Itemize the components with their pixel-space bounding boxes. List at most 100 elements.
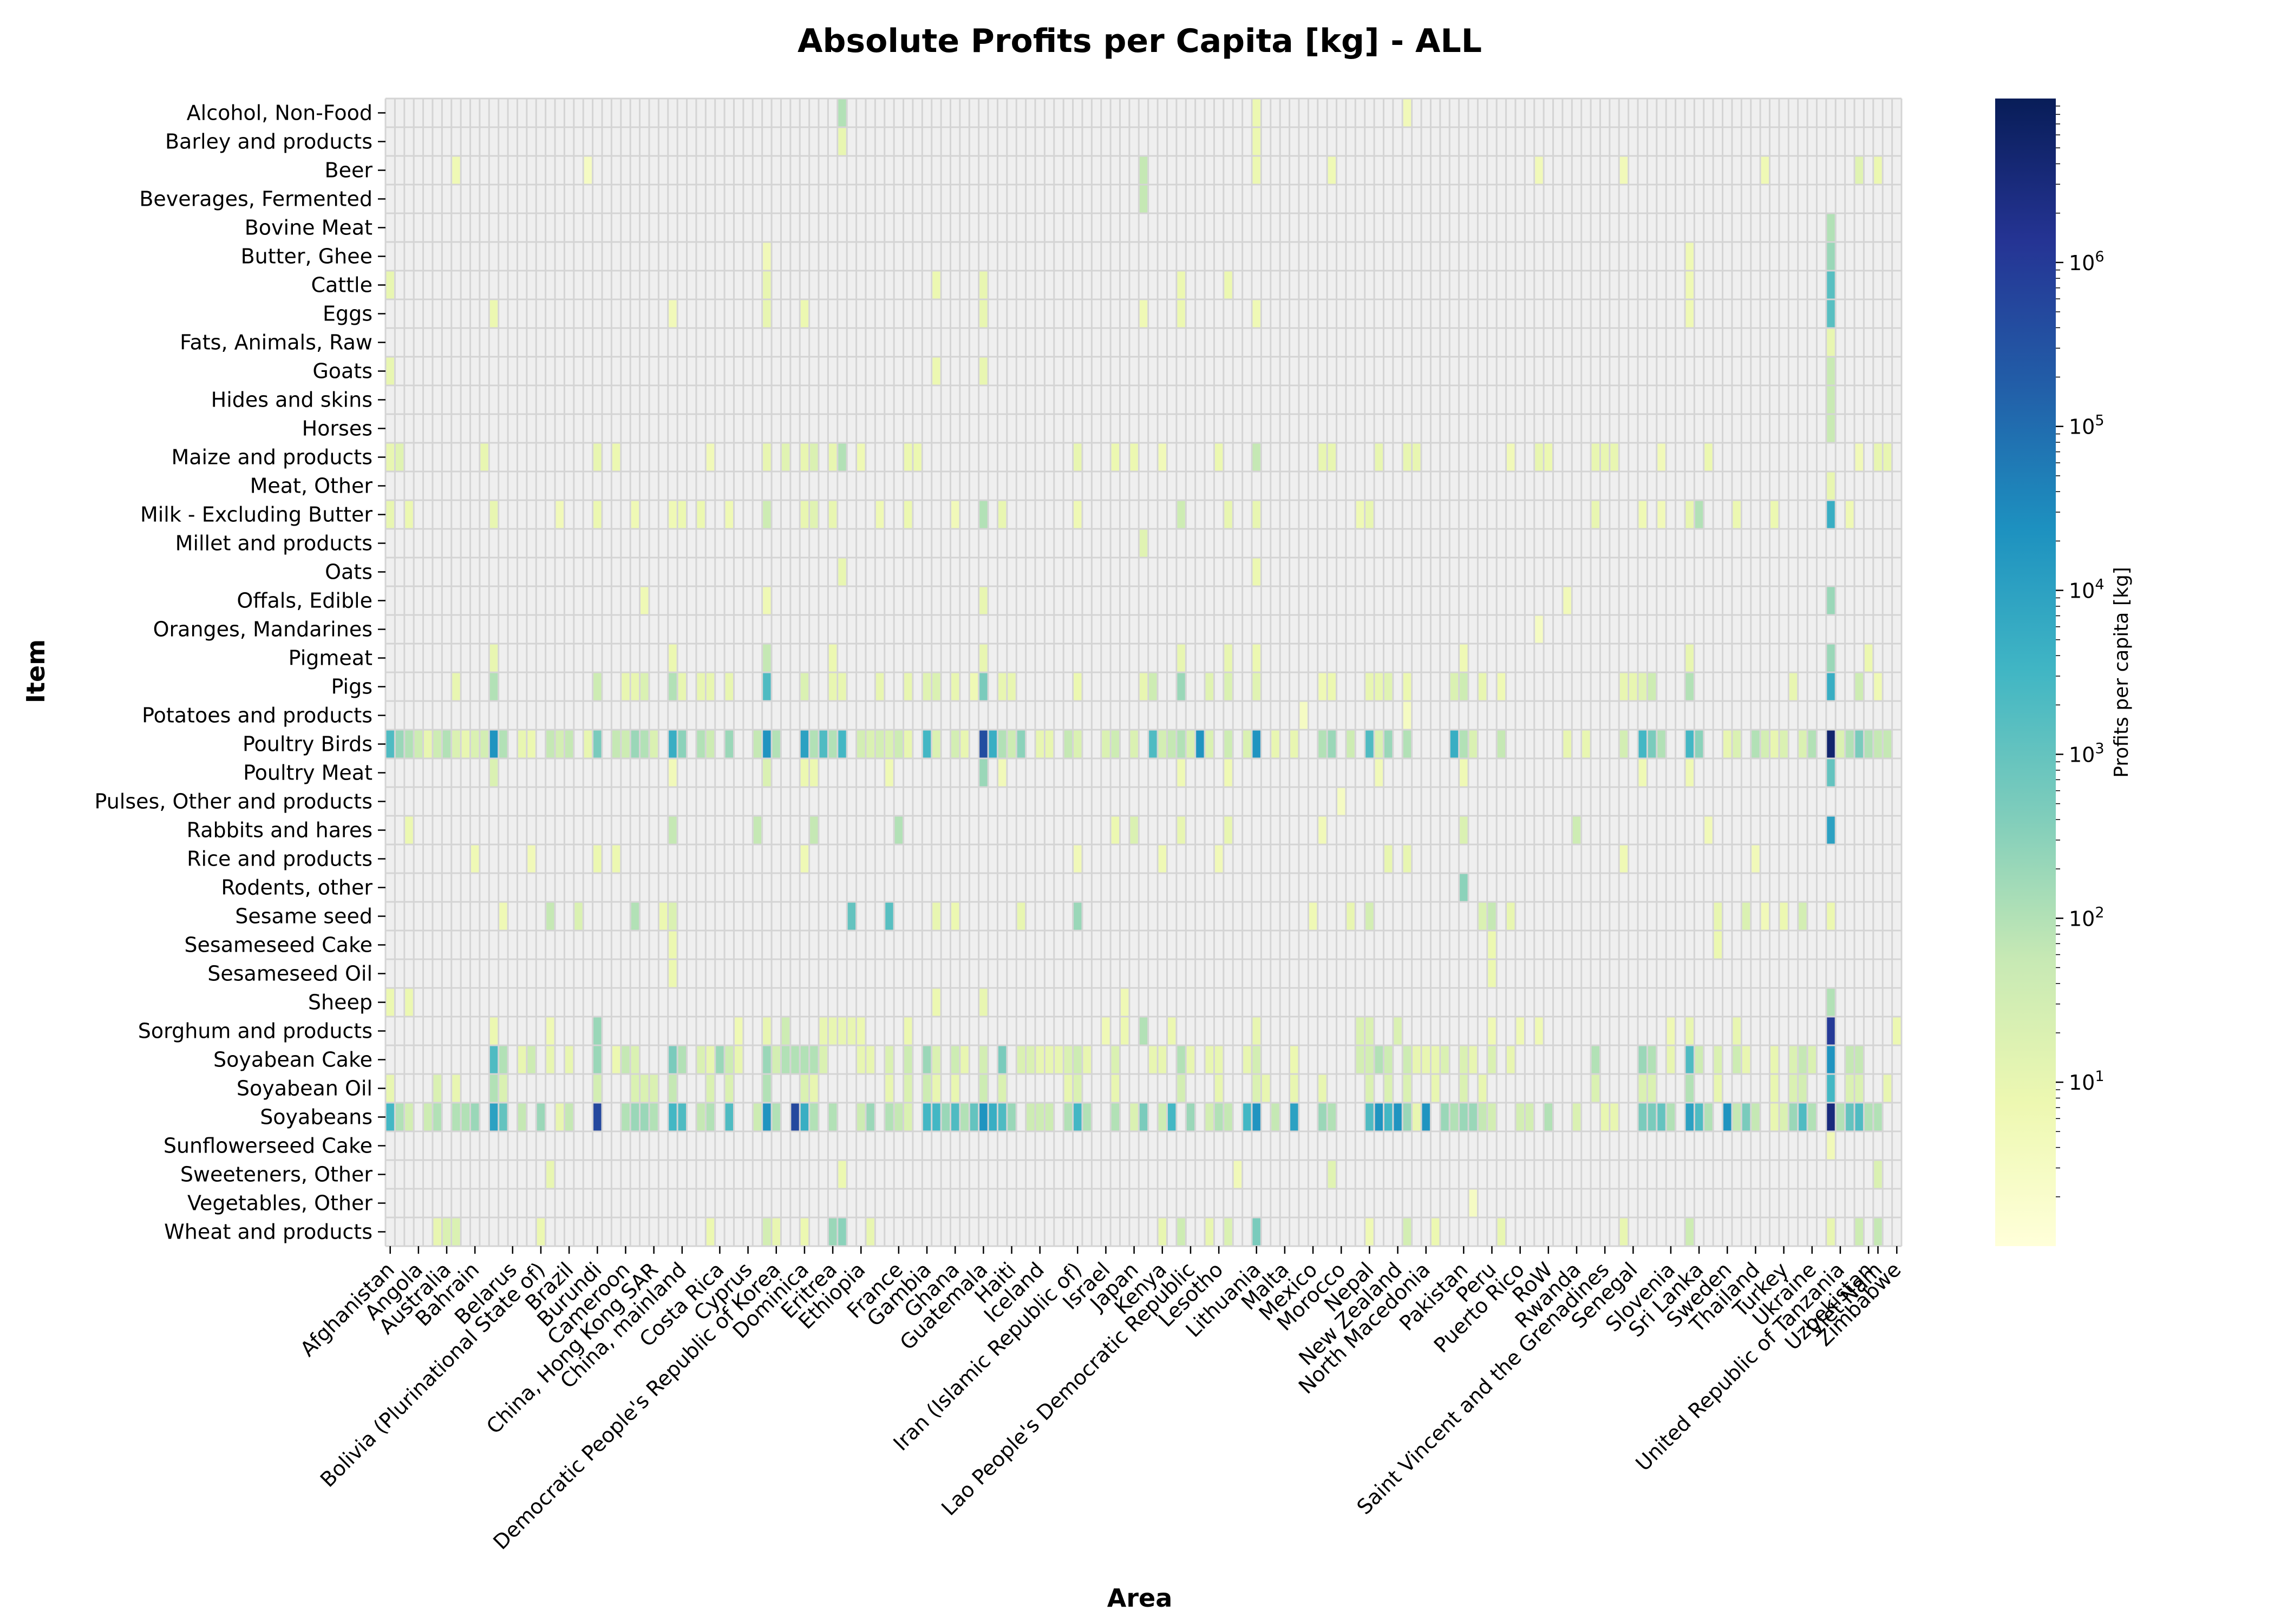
- heatmap-cell: [395, 1103, 404, 1131]
- heatmap-cell: [1318, 1103, 1327, 1131]
- heatmap-cell: [1704, 1103, 1713, 1131]
- heatmap-cell: [631, 501, 639, 528]
- heatmap-cell: [1252, 1075, 1260, 1102]
- heatmap-cell: [838, 730, 846, 758]
- heatmap-cell: [1139, 185, 1148, 213]
- heatmap-cell: [1252, 1017, 1260, 1045]
- heatmap-cell: [866, 1218, 874, 1246]
- heatmap-cell: [1328, 156, 1336, 184]
- heatmap-cell: [1827, 1103, 1835, 1131]
- heatmap-cell: [1761, 156, 1769, 184]
- heatmap-cell: [1177, 730, 1185, 758]
- heatmap-cell: [1808, 1103, 1816, 1131]
- heatmap-cell: [1186, 1103, 1195, 1131]
- heatmap-cell: [725, 1103, 733, 1131]
- heatmap-cell: [1600, 443, 1609, 471]
- heatmap-cell: [1074, 443, 1082, 471]
- heatmap-cell: [499, 1103, 507, 1131]
- heatmap-cell: [1441, 1046, 1449, 1073]
- heatmap-cell: [1365, 902, 1374, 930]
- heatmap-cell: [1799, 730, 1807, 758]
- heatmap-cell: [622, 1103, 630, 1131]
- heatmap-cell: [395, 730, 404, 758]
- heatmap-cell: [1017, 902, 1025, 930]
- item-tick-label: Pigs: [331, 675, 373, 699]
- heatmap-cell: [669, 673, 677, 700]
- heatmap-cell: [1638, 673, 1646, 700]
- heatmap-cell: [1864, 730, 1873, 758]
- heatmap-cell: [1733, 1046, 1741, 1073]
- heatmap-cell: [1525, 1103, 1534, 1131]
- heatmap-cell: [1111, 1103, 1120, 1131]
- heatmap-cell: [386, 443, 394, 471]
- heatmap-cell: [998, 759, 1007, 787]
- item-tick-label: Soyabean Oil: [237, 1077, 373, 1101]
- heatmap-cell: [1045, 730, 1054, 758]
- heatmap-cell: [1252, 156, 1260, 184]
- heatmap-cell: [763, 587, 771, 614]
- heatmap-cell: [1233, 1161, 1242, 1188]
- heatmap-cell: [424, 730, 432, 758]
- heatmap-cell: [1770, 501, 1779, 528]
- heatmap-cell: [1478, 1103, 1487, 1131]
- heatmap-cell: [1855, 1075, 1863, 1102]
- heatmap-cell: [1827, 902, 1835, 930]
- heatmap-cell: [800, 300, 809, 328]
- heatmap-cell: [669, 730, 677, 758]
- heatmap-cell: [885, 730, 893, 758]
- colorbar-tick-label: 101: [2069, 1068, 2105, 1095]
- heatmap-cell: [1074, 1103, 1082, 1131]
- heatmap-cell: [932, 730, 940, 758]
- heatmap-cell: [1874, 1161, 1882, 1188]
- heatmap-cell: [678, 730, 687, 758]
- heatmap-cell: [1017, 730, 1025, 758]
- heatmap-cell: [1384, 1075, 1393, 1102]
- heatmap-cell: [537, 1218, 545, 1246]
- heatmap-cell: [1074, 673, 1082, 700]
- heatmap-cell: [1139, 1017, 1148, 1045]
- heatmap-cell: [1704, 443, 1713, 471]
- heatmap-cell: [489, 759, 498, 787]
- heatmap-cell: [669, 931, 677, 959]
- heatmap-cell: [1827, 472, 1835, 500]
- heatmap-cell: [857, 443, 865, 471]
- heatmap-cell: [970, 673, 978, 700]
- heatmap-cell: [960, 1103, 969, 1131]
- heatmap-cell: [923, 673, 931, 700]
- heatmap-cell: [1205, 673, 1213, 700]
- heatmap-cell: [1846, 730, 1854, 758]
- heatmap-cell: [1375, 673, 1383, 700]
- heatmap-cell: [1460, 874, 1468, 901]
- heatmap-cell: [565, 730, 573, 758]
- heatmap-cell: [1883, 443, 1892, 471]
- heatmap-cell: [1544, 443, 1553, 471]
- heatmap-cell: [753, 816, 762, 844]
- heatmap-cell: [1252, 1046, 1260, 1073]
- heatmap-cell: [1827, 300, 1835, 328]
- heatmap-cell: [433, 1218, 441, 1246]
- heatmap-cell: [1591, 501, 1599, 528]
- heatmap-cell: [1205, 730, 1213, 758]
- heatmap-cell: [1770, 1103, 1779, 1131]
- heatmap-cell: [1827, 644, 1835, 672]
- heatmap-cell: [1224, 759, 1232, 787]
- heatmap-cell: [1384, 845, 1393, 873]
- heatmap-cell: [998, 501, 1007, 528]
- heatmap-cell: [1516, 1103, 1524, 1131]
- item-tick-label: Alcohol, Non-Food: [187, 101, 373, 125]
- heatmap-cell: [725, 1075, 733, 1102]
- heatmap-cell: [1827, 988, 1835, 1016]
- heatmap-cell: [1789, 1046, 1798, 1073]
- heatmap-cell: [1685, 1218, 1694, 1246]
- heatmap-cell: [1403, 730, 1412, 758]
- heatmap-cell: [1017, 1046, 1025, 1073]
- heatmap-cell: [1685, 501, 1694, 528]
- heatmap-cell: [781, 1046, 790, 1073]
- heatmap-cell: [1008, 730, 1016, 758]
- item-tick-label: Milk - Excluding Butter: [140, 503, 373, 527]
- heatmap-cell: [1685, 1103, 1694, 1131]
- heatmap-cell: [697, 1103, 705, 1131]
- heatmap-cell: [904, 673, 912, 700]
- heatmap-cell: [998, 673, 1007, 700]
